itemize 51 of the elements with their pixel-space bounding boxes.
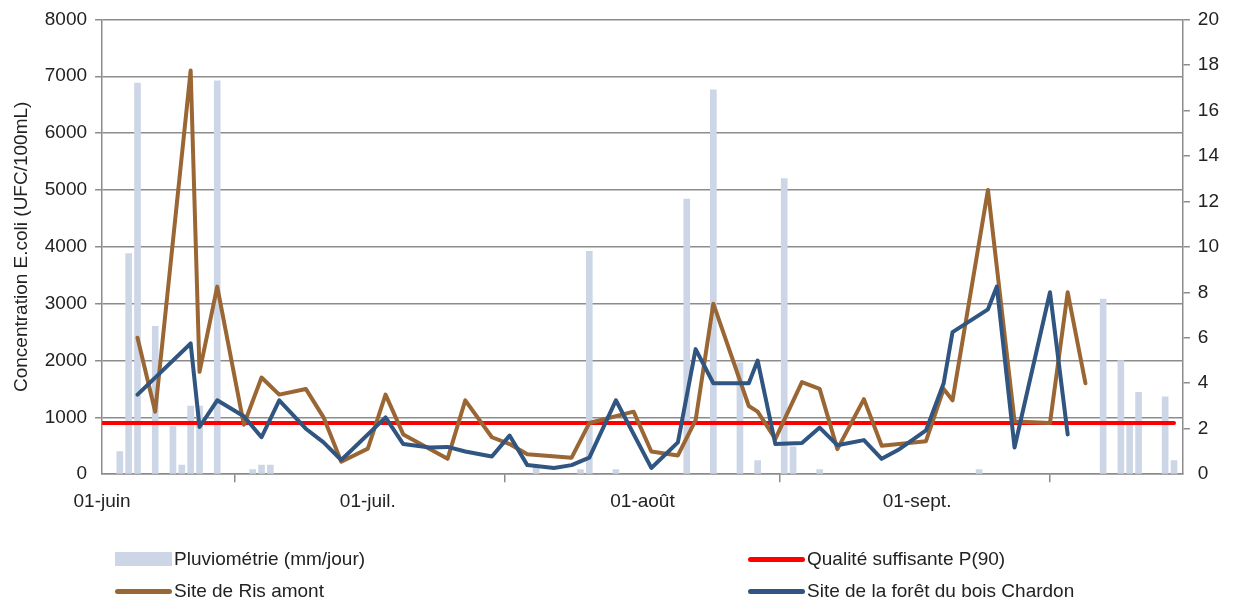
bar bbox=[1170, 460, 1178, 474]
y-tick-label: 0 bbox=[76, 462, 88, 484]
y-tick-label: 5000 bbox=[44, 178, 88, 200]
y2-tick-label: 14 bbox=[1197, 144, 1220, 166]
y-tick-label: 4000 bbox=[44, 235, 88, 257]
bar bbox=[612, 469, 620, 474]
bar bbox=[780, 178, 788, 474]
y-tick-label: 8000 bbox=[44, 7, 88, 29]
bar bbox=[169, 426, 177, 474]
y2-tick-label: 4 bbox=[1197, 371, 1209, 393]
bar bbox=[585, 251, 593, 474]
y-tick-label: 2000 bbox=[44, 348, 88, 370]
bar bbox=[789, 446, 797, 474]
bar bbox=[267, 464, 274, 474]
y-tick-label: 3000 bbox=[44, 291, 88, 313]
bar bbox=[816, 469, 823, 474]
y2-tick-label: 10 bbox=[1197, 235, 1220, 257]
bar bbox=[213, 80, 221, 474]
x-tick-label: 01-août bbox=[610, 489, 676, 511]
bar bbox=[178, 464, 186, 474]
legend-label: Site de la forêt du bois Chardon bbox=[807, 580, 1075, 602]
y2-tick-label: 18 bbox=[1197, 53, 1220, 75]
legend-label: Qualité suffisante P(90) bbox=[807, 548, 1006, 570]
bar bbox=[975, 469, 983, 474]
bar bbox=[577, 469, 584, 474]
y2-tick-label: 16 bbox=[1197, 98, 1220, 120]
bar bbox=[125, 253, 132, 474]
y2-tick-label: 12 bbox=[1197, 189, 1220, 211]
bar bbox=[116, 451, 124, 474]
y-tick-label: 7000 bbox=[44, 64, 88, 86]
y2-tick-label: 0 bbox=[1197, 462, 1209, 484]
bar bbox=[1126, 423, 1134, 474]
bar bbox=[710, 89, 717, 474]
y2-tick-label: 6 bbox=[1197, 325, 1209, 347]
x-tick-label: 01-juil. bbox=[339, 489, 396, 511]
bar bbox=[249, 469, 256, 474]
bar bbox=[754, 460, 761, 474]
legend-label: Pluviométrie (mm/jour) bbox=[174, 548, 366, 570]
y2-tick-label: 8 bbox=[1197, 280, 1209, 302]
y2-tick-label: 2 bbox=[1197, 416, 1209, 438]
bar bbox=[258, 464, 265, 474]
y-tick-label: 1000 bbox=[44, 405, 88, 427]
y-axis-title: Concentration E.coli (UFC/100mL) bbox=[9, 101, 31, 392]
bar bbox=[187, 405, 194, 474]
x-tick-label: 01-juin bbox=[73, 489, 131, 511]
bar bbox=[134, 82, 141, 474]
y-tick-label: 6000 bbox=[44, 121, 88, 143]
y2-tick-label: 20 bbox=[1197, 7, 1220, 29]
x-tick-label: 01-sept. bbox=[882, 489, 952, 511]
legend-label: Site de Ris amont bbox=[174, 580, 324, 602]
bar bbox=[1135, 392, 1142, 474]
